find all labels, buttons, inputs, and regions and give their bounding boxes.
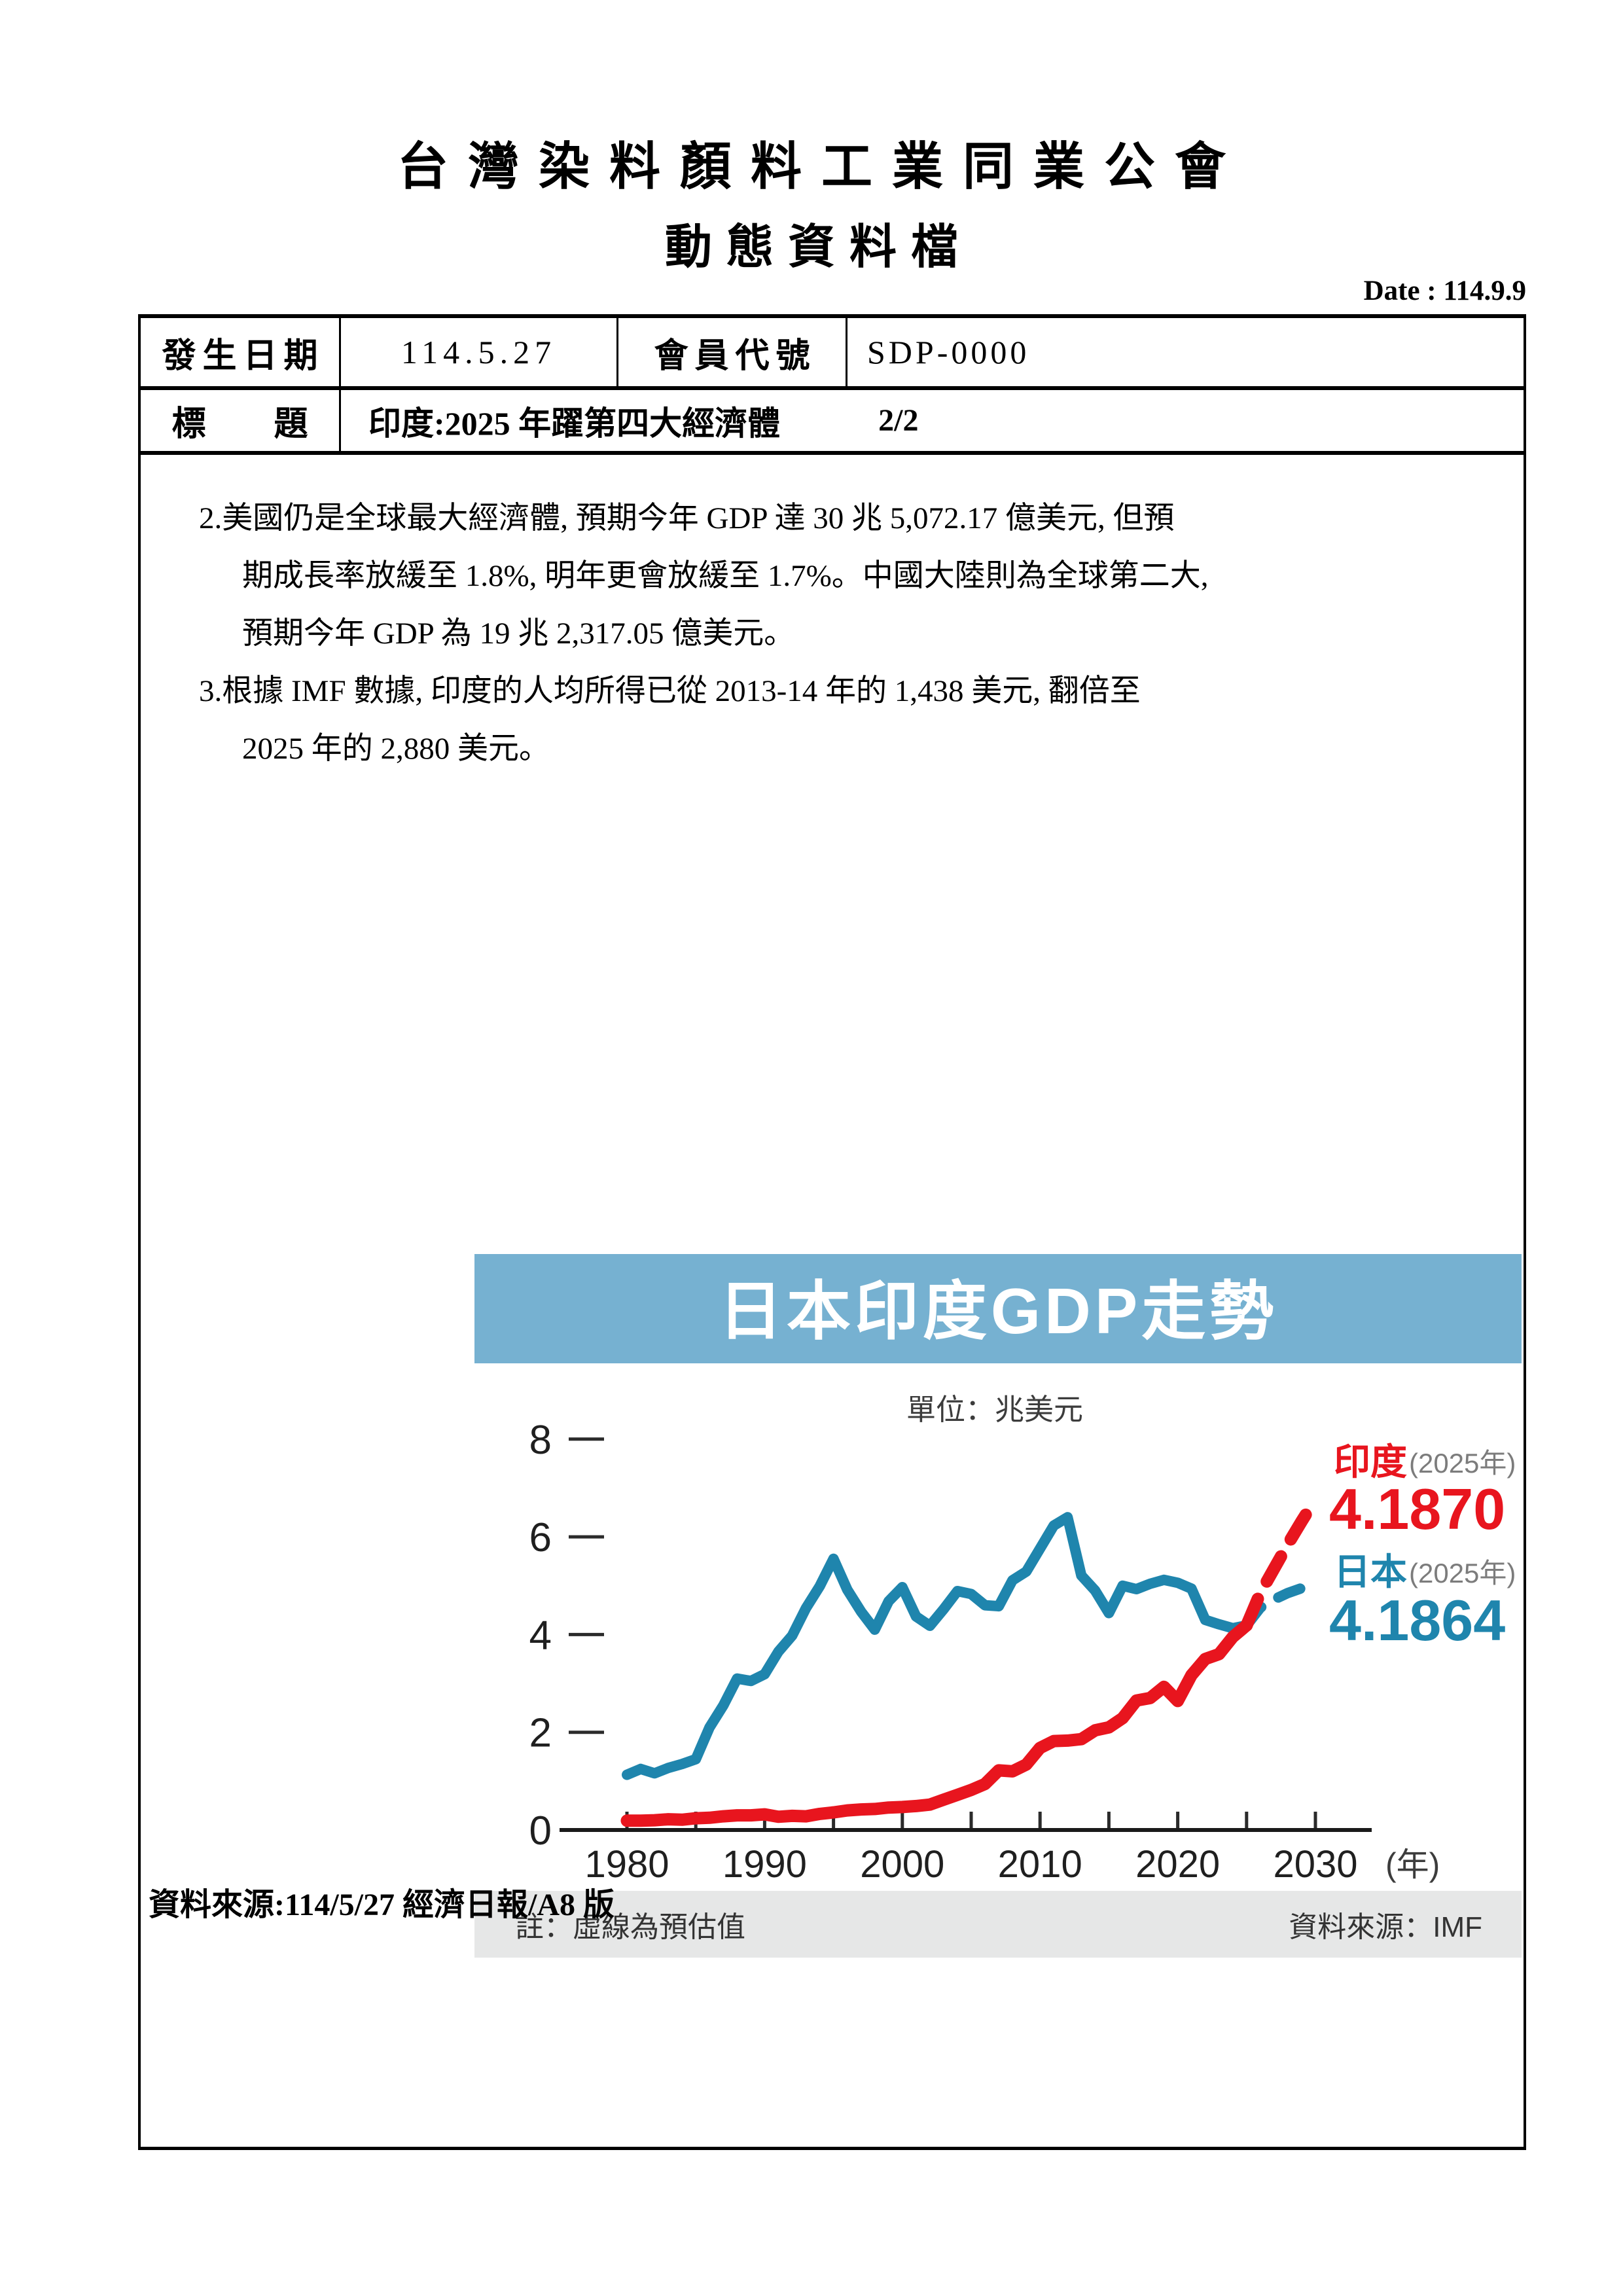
info-table-row-1: 發生日期 114.5.27 會員代號 SDP-0000 — [141, 318, 1524, 390]
gdp-chart-svg: 日本印度GDP走勢 單位：兆美元 0 2 4 6 8 1980 1990 2000 2010 2… — [474, 1254, 1522, 1958]
chart-title: 日本印度GDP走勢 — [719, 1275, 1277, 1347]
x-axis-unit: (年) — [1385, 1846, 1440, 1883]
y-axis: 0 2 4 6 8 — [529, 1418, 604, 1854]
occur-date-value: 114.5.27 — [401, 334, 557, 370]
legend-japan-value: 4.1864 — [1329, 1588, 1505, 1653]
svg-text:8: 8 — [529, 1418, 552, 1463]
svg-text:4: 4 — [529, 1613, 552, 1658]
chart-title-band — [474, 1254, 1522, 1363]
member-code-label-cell: 會員代號 — [618, 318, 847, 386]
member-code-label: 會員代號 — [654, 337, 817, 375]
japan-line-solid — [622, 1512, 1252, 1780]
subject-label: 標 題 — [171, 406, 308, 443]
member-code-value-cell: SDP-0000 — [847, 318, 1524, 386]
india-line-solid — [620, 1619, 1253, 1827]
legend-india-value: 4.1870 — [1329, 1477, 1505, 1541]
paragraph-2-line-3: 預期今年 GDP 為 19 兆 2,317.05 億美元。 — [242, 617, 795, 651]
subject-value: 印度:2025 年躍第四大經濟體 — [368, 404, 781, 442]
chart-note: 註：虛線為預估值 — [515, 1911, 745, 1943]
occur-date-label: 發生日期 — [162, 337, 325, 375]
x-axis: 1980 1990 2000 2010 2020 2030 — [584, 1812, 1358, 1886]
india-line-forecast — [1240, 1493, 1322, 1632]
content-box: 發生日期 114.5.27 會員代號 SDP-0000 標 題 印度:2025 … — [138, 314, 1526, 2150]
chart-footer-band — [474, 1891, 1522, 1958]
page-indicator: 2/2 — [878, 403, 919, 438]
paragraph-3-line-2: 2025 年的 2,880 美元。 — [242, 732, 550, 766]
subject-label-cell: 標 題 — [141, 390, 341, 451]
svg-text:2000: 2000 — [860, 1843, 944, 1886]
svg-text:2: 2 — [529, 1711, 552, 1756]
svg-text:6: 6 — [529, 1515, 552, 1560]
subject-value-cell: 印度:2025 年躍第四大經濟體 2/2 — [341, 390, 1524, 451]
member-code-value: SDP-0000 — [867, 334, 1030, 370]
legend-india-name: 印度 — [1334, 1441, 1407, 1482]
document-source-line: 資料來源:114/5/27 經濟日報/A8 版 — [149, 1888, 615, 1922]
body-text: 2.美國仍是全球最大經濟體, 預期今年 GDP 達 30 兆 5,072.17 … — [199, 490, 1462, 778]
paragraph-3-line-1: 3.根據 IMF 數據, 印度的人均所得已從 2013-14 年的 1,438 … — [199, 674, 1141, 708]
occur-date-label-cell: 發生日期 — [141, 318, 341, 386]
org-title: 台灣染料顏料工業同業公會 — [397, 138, 1245, 195]
date-label: Date : 114.9.9 — [1363, 276, 1526, 306]
chart-source: 資料來源：IMF — [1289, 1911, 1482, 1943]
paragraph-2-line-1: 2.美國仍是全球最大經濟體, 預期今年 GDP 達 30 兆 5,072.17 … — [199, 501, 1175, 535]
gdp-chart: 日本印度GDP走勢 單位：兆美元 0 2 4 6 8 1980 1990 2000 2010 2… — [474, 1254, 1522, 1958]
series-india — [620, 1493, 1322, 1827]
series-japan — [622, 1512, 1321, 1780]
chart-unit-label: 單位：兆美元 — [906, 1393, 1083, 1426]
legend-japan-year: (2025年) — [1409, 1558, 1516, 1588]
legend-india-year: (2025年) — [1409, 1448, 1516, 1479]
svg-text:2030: 2030 — [1273, 1843, 1357, 1886]
svg-text:2010: 2010 — [998, 1843, 1082, 1886]
info-table-row-2: 標 題 印度:2025 年躍第四大經濟體 2/2 — [141, 390, 1524, 455]
svg-text:2020: 2020 — [1135, 1843, 1220, 1886]
svg-text:1980: 1980 — [584, 1843, 669, 1886]
legend-japan-name: 日本 — [1334, 1551, 1407, 1592]
paragraph-2-line-2: 期成長率放緩至 1.8%, 明年更會放緩至 1.7%。中國大陸則為全球第二大, — [242, 559, 1209, 593]
doc-title: 動態資料檔 — [664, 221, 972, 274]
svg-text:0: 0 — [529, 1808, 552, 1854]
svg-text:1990: 1990 — [722, 1843, 807, 1886]
occur-date-value-cell: 114.5.27 — [341, 318, 618, 386]
